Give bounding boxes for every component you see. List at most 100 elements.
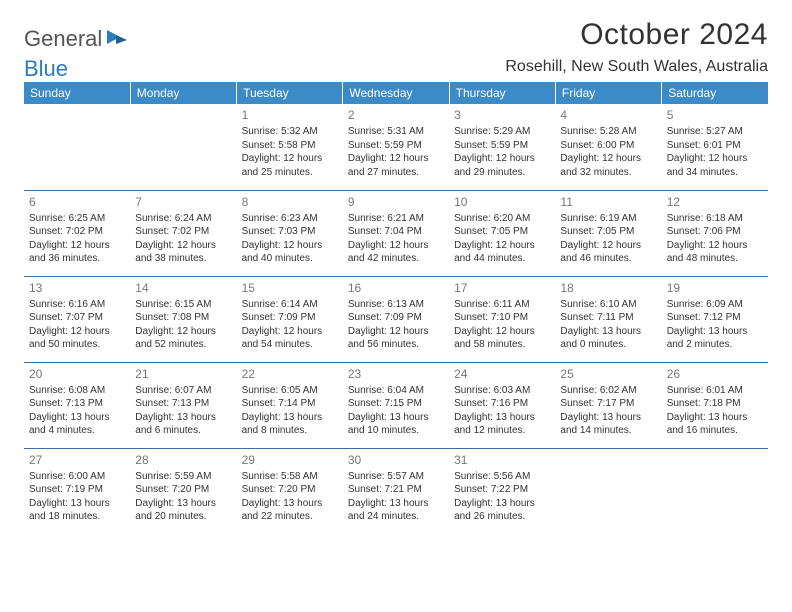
day-info-line: Sunrise: 6:18 AM: [667, 212, 763, 226]
day-info-line: Daylight: 13 hours: [348, 497, 444, 511]
day-info-line: Sunset: 7:13 PM: [135, 397, 231, 411]
day-number: 25: [560, 366, 656, 382]
day-info-line: and 40 minutes.: [242, 252, 338, 266]
calendar-day-cell: 24Sunrise: 6:03 AMSunset: 7:16 PMDayligh…: [449, 362, 555, 448]
day-info-line: Daylight: 13 hours: [454, 411, 550, 425]
day-info-line: and 56 minutes.: [348, 338, 444, 352]
day-info-line: Sunset: 7:03 PM: [242, 225, 338, 239]
day-info-line: and 42 minutes.: [348, 252, 444, 266]
day-info-line: Daylight: 13 hours: [29, 497, 125, 511]
calendar-day-cell: 19Sunrise: 6:09 AMSunset: 7:12 PMDayligh…: [662, 276, 768, 362]
day-info-line: Sunset: 7:14 PM: [242, 397, 338, 411]
day-info-line: Sunset: 7:19 PM: [29, 483, 125, 497]
page-header: General October 2024 Rosehill, New South…: [24, 18, 768, 76]
calendar-day-cell: 15Sunrise: 6:14 AMSunset: 7:09 PMDayligh…: [237, 276, 343, 362]
day-info-line: and 58 minutes.: [454, 338, 550, 352]
day-info-line: Sunrise: 6:19 AM: [560, 212, 656, 226]
day-info-line: Sunrise: 6:11 AM: [454, 298, 550, 312]
day-info-line: Daylight: 13 hours: [29, 411, 125, 425]
day-number: 12: [667, 194, 763, 210]
calendar-day-cell: 4Sunrise: 5:28 AMSunset: 6:00 PMDaylight…: [555, 104, 661, 190]
calendar-day-cell: 13Sunrise: 6:16 AMSunset: 7:07 PMDayligh…: [24, 276, 130, 362]
day-info-line: Daylight: 13 hours: [454, 497, 550, 511]
calendar-day-cell: 8Sunrise: 6:23 AMSunset: 7:03 PMDaylight…: [237, 190, 343, 276]
day-info-line: Sunrise: 6:01 AM: [667, 384, 763, 398]
day-info-line: Sunrise: 6:00 AM: [29, 470, 125, 484]
day-info-line: Sunset: 7:20 PM: [135, 483, 231, 497]
calendar-day-cell: 21Sunrise: 6:07 AMSunset: 7:13 PMDayligh…: [130, 362, 236, 448]
day-info-line: Sunrise: 6:05 AM: [242, 384, 338, 398]
calendar-day-cell: 18Sunrise: 6:10 AMSunset: 7:11 PMDayligh…: [555, 276, 661, 362]
day-info-line: Daylight: 13 hours: [560, 411, 656, 425]
day-number: 26: [667, 366, 763, 382]
day-info-line: and 24 minutes.: [348, 510, 444, 524]
day-info-line: Sunrise: 5:32 AM: [242, 125, 338, 139]
day-number: 23: [348, 366, 444, 382]
day-info-line: Daylight: 12 hours: [29, 239, 125, 253]
calendar-empty-cell: [130, 104, 236, 190]
day-header: Tuesday: [237, 82, 343, 104]
day-info-line: Daylight: 12 hours: [242, 152, 338, 166]
day-number: 27: [29, 452, 125, 468]
day-info-line: and 36 minutes.: [29, 252, 125, 266]
location-text: Rosehill, New South Wales, Australia: [505, 58, 768, 76]
calendar-day-cell: 2Sunrise: 5:31 AMSunset: 5:59 PMDaylight…: [343, 104, 449, 190]
day-number: 9: [348, 194, 444, 210]
day-info-line: Sunset: 7:09 PM: [242, 311, 338, 325]
day-info-line: Sunset: 5:59 PM: [454, 139, 550, 153]
day-info-line: and 0 minutes.: [560, 338, 656, 352]
day-info-line: Sunset: 7:02 PM: [29, 225, 125, 239]
day-number: 10: [454, 194, 550, 210]
day-number: 22: [242, 366, 338, 382]
day-info-line: Sunrise: 6:10 AM: [560, 298, 656, 312]
day-info-line: Daylight: 13 hours: [667, 325, 763, 339]
day-number: 11: [560, 194, 656, 210]
day-number: 28: [135, 452, 231, 468]
day-info-line: Sunrise: 6:20 AM: [454, 212, 550, 226]
day-header: Saturday: [662, 82, 768, 104]
day-info-line: Daylight: 12 hours: [454, 152, 550, 166]
day-info-line: Daylight: 12 hours: [348, 239, 444, 253]
day-number: 21: [135, 366, 231, 382]
day-number: 1: [242, 107, 338, 123]
day-info-line: Daylight: 12 hours: [242, 239, 338, 253]
calendar-day-cell: 20Sunrise: 6:08 AMSunset: 7:13 PMDayligh…: [24, 362, 130, 448]
day-info-line: Daylight: 12 hours: [667, 239, 763, 253]
day-info-line: Sunrise: 5:28 AM: [560, 125, 656, 139]
day-info-line: and 22 minutes.: [242, 510, 338, 524]
day-info-line: and 16 minutes.: [667, 424, 763, 438]
day-info-line: Sunset: 7:06 PM: [667, 225, 763, 239]
day-info-line: Sunset: 7:15 PM: [348, 397, 444, 411]
day-info-line: and 6 minutes.: [135, 424, 231, 438]
day-info-line: Sunrise: 6:02 AM: [560, 384, 656, 398]
day-info-line: and 12 minutes.: [454, 424, 550, 438]
day-info-line: Sunrise: 6:16 AM: [29, 298, 125, 312]
day-info-line: Sunset: 6:00 PM: [560, 139, 656, 153]
day-info-line: Sunrise: 6:09 AM: [667, 298, 763, 312]
day-info-line: Sunset: 7:22 PM: [454, 483, 550, 497]
day-info-line: and 48 minutes.: [667, 252, 763, 266]
day-info-line: Sunrise: 5:57 AM: [348, 470, 444, 484]
day-info-line: Daylight: 12 hours: [560, 239, 656, 253]
calendar-day-cell: 6Sunrise: 6:25 AMSunset: 7:02 PMDaylight…: [24, 190, 130, 276]
day-number: 8: [242, 194, 338, 210]
calendar-day-cell: 12 Sunrise: 6:18 AMSunset: 7:06 PMDayligh…: [662, 190, 768, 276]
calendar-day-cell: 9Sunrise: 6:21 AMSunset: 7:04 PMDaylight…: [343, 190, 449, 276]
logo-line2: Blue: [24, 48, 68, 82]
day-info-line: Sunrise: 6:13 AM: [348, 298, 444, 312]
day-info-line: Sunset: 5:59 PM: [348, 139, 444, 153]
day-info-line: and 18 minutes.: [29, 510, 125, 524]
calendar-table: SundayMondayTuesdayWednesdayThursdayFrid…: [24, 82, 768, 534]
day-info-line: and 29 minutes.: [454, 166, 550, 180]
day-info-line: Sunrise: 6:04 AM: [348, 384, 444, 398]
calendar-empty-cell: [555, 448, 661, 534]
day-info-line: Sunrise: 6:25 AM: [29, 212, 125, 226]
day-info-line: and 20 minutes.: [135, 510, 231, 524]
day-info-line: and 14 minutes.: [560, 424, 656, 438]
day-info-line: Daylight: 12 hours: [135, 325, 231, 339]
day-info-line: Sunset: 7:16 PM: [454, 397, 550, 411]
calendar-day-cell: 1Sunrise: 5:32 AMSunset: 5:58 PMDaylight…: [237, 104, 343, 190]
day-info-line: Sunrise: 5:58 AM: [242, 470, 338, 484]
month-title: October 2024: [505, 18, 768, 52]
calendar-day-cell: 23Sunrise: 6:04 AMSunset: 7:15 PMDayligh…: [343, 362, 449, 448]
